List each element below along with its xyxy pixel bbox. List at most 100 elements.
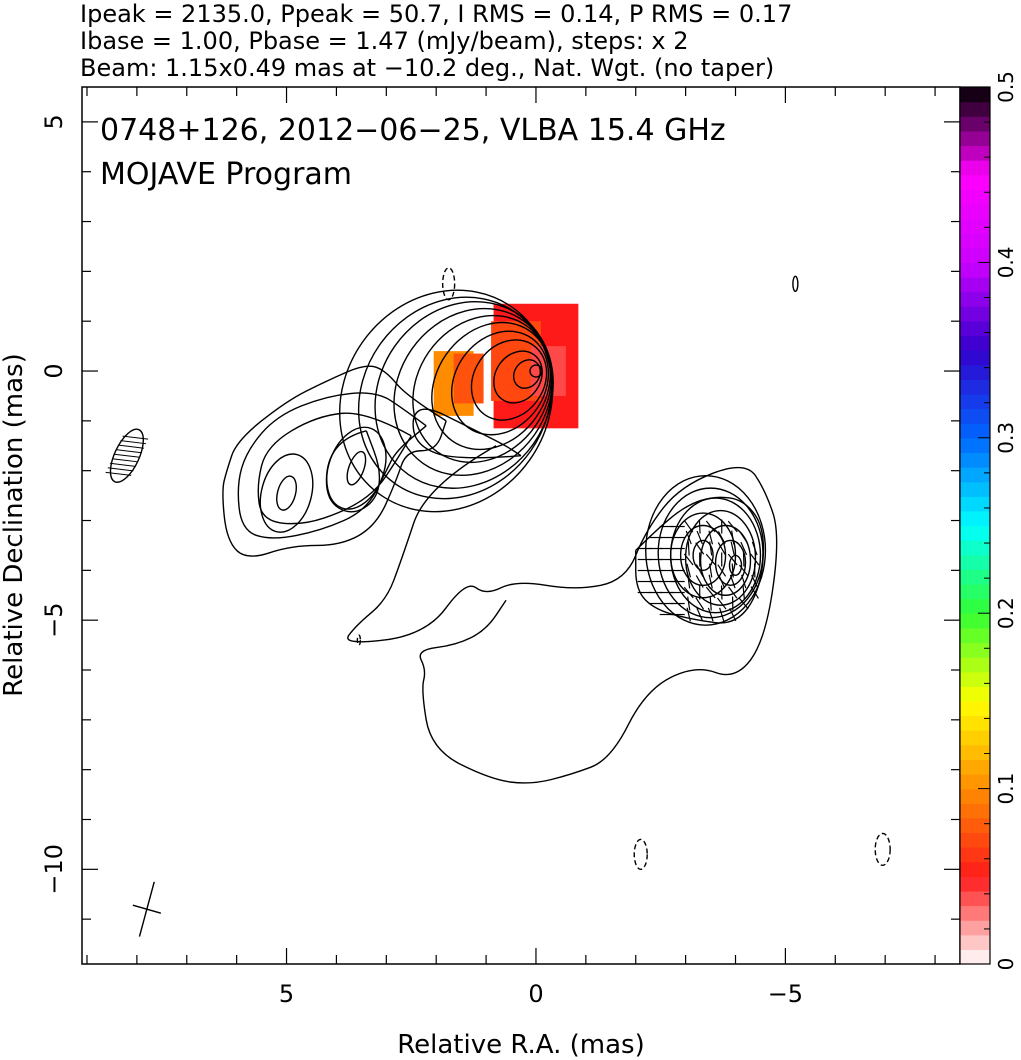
colorbar-step (960, 306, 990, 322)
evpa-stick-35 (727, 553, 738, 566)
contour-core-5 (431, 321, 552, 451)
contour-knot-east-2-0 (346, 450, 367, 486)
colorbar-step (960, 686, 990, 702)
contour-line-6 (412, 408, 522, 459)
map-content (105, 267, 891, 937)
evpa-stick-12 (708, 530, 714, 545)
scale-bar-minor (132, 904, 162, 914)
colorbar-step (960, 160, 990, 176)
evpa-stick-64 (683, 586, 694, 599)
colorbar-step (960, 481, 990, 497)
y-tick-label: −10 (40, 844, 68, 895)
colorbar-step (960, 730, 990, 746)
colorbar-tick-label: 0 (994, 958, 1018, 971)
beam-hatch-0 (122, 435, 149, 440)
header-line-2: Ibase = 1.00, Pbase = 1.47 (mJy/beam), s… (80, 27, 689, 55)
contour-line-5 (635, 496, 765, 624)
evpa-stick-84 (707, 607, 714, 622)
colorbar-step (960, 320, 990, 337)
colorbar-tick-label: 0.5 (994, 71, 1018, 103)
evpa-stick-24 (730, 541, 735, 556)
colorbar-step (960, 583, 990, 600)
evpa-stick-76 (709, 596, 712, 611)
evpa-stick-43 (695, 564, 704, 577)
colorbar-step (960, 203, 990, 220)
colorbar-step (960, 613, 990, 629)
colorbar-step (960, 130, 990, 147)
colorbar-step (960, 657, 990, 673)
contour-knot-west-6 (645, 474, 767, 626)
colorbar-step (960, 335, 990, 351)
contour-line-2 (257, 412, 412, 525)
header-line-1: Ipeak = 2135.0, Ppeak = 50.7, I RMS = 0.… (80, 0, 792, 28)
beam-hatch-7 (107, 467, 134, 472)
contour-core-7 (393, 307, 553, 476)
beam-hatch-6 (109, 462, 136, 467)
colorbar-step (960, 715, 990, 731)
colorbar-step (960, 116, 990, 132)
colorbar-step (960, 569, 990, 585)
colorbar-step (960, 598, 990, 614)
contour-core-6 (412, 314, 552, 464)
contour-knot-west-4 (669, 497, 762, 614)
colorbar-step (960, 920, 990, 936)
evpa-stick-46 (731, 563, 734, 578)
evpa-stick-47 (738, 564, 749, 577)
colorbar-step (960, 554, 990, 570)
evpa-stick-31 (683, 553, 694, 566)
contour-knot-west-2-1 (679, 524, 727, 586)
contour-core-10 (338, 289, 554, 513)
colorbar-step (960, 934, 990, 950)
contour-core-1 (512, 359, 542, 389)
colorbar-tick-label: 0.3 (994, 422, 1018, 454)
colorbar-tick-label: 0.4 (994, 246, 1018, 278)
evpa-stick-55 (708, 574, 713, 589)
evpa-stick-33 (705, 553, 716, 566)
evpa-stick-59 (751, 574, 759, 589)
colorbar-step (960, 291, 990, 307)
x-tick-label: −5 (768, 980, 803, 1008)
colorbar: 0 0.1 0.2 0.3 0.4 0.5 (959, 71, 1018, 971)
colorbar-step (960, 277, 990, 293)
beam-hatch-8 (105, 471, 132, 476)
contour-core-2 (493, 350, 543, 404)
colorbar-step (960, 832, 990, 848)
evpa-stick-10 (685, 530, 692, 545)
evpa-stick-13 (717, 531, 726, 544)
colorbar-step (960, 467, 990, 483)
colorbar-step (960, 189, 990, 205)
chart-title: 0748+126, 2012−06−25, VLBA 15.4 GHz (100, 113, 726, 148)
colorbar-step (960, 847, 990, 863)
y-tick-label: −5 (40, 602, 68, 637)
colorbar-step (960, 350, 990, 366)
contour-knot-east-0 (276, 475, 298, 511)
evpa-stick-4 (705, 520, 716, 533)
colorbar-step (960, 773, 990, 790)
colorbar-step (960, 496, 990, 512)
colorbar-step (960, 890, 990, 907)
colorbar-step (960, 642, 990, 658)
evpa-stick-3 (698, 519, 701, 534)
evpa-stick-26 (751, 541, 758, 556)
contour-line-0 (222, 365, 447, 557)
evpa-stick-37 (750, 553, 760, 566)
colorbar-step (960, 803, 990, 819)
colorbar-step (960, 861, 990, 877)
contour-knot-west-2-2 (669, 512, 737, 599)
colorbar-step (960, 247, 990, 263)
small-contour-0 (792, 275, 799, 293)
evpa-stick-75 (695, 597, 705, 610)
x-tick-label: 0 (528, 980, 543, 1008)
colorbar-step (960, 437, 990, 454)
colorbar-step (960, 218, 990, 234)
evpa-stick-66 (705, 586, 716, 599)
contour-line-3 (325, 430, 381, 513)
evpa-stick-57 (729, 574, 736, 589)
evpa-stick-77 (716, 597, 727, 610)
beam-ellipse (109, 428, 145, 483)
contour-knot-west-1 (714, 539, 747, 586)
evpa-stick-85 (719, 607, 725, 622)
colorbar-step (960, 393, 990, 410)
negative-contour-3 (356, 634, 362, 646)
